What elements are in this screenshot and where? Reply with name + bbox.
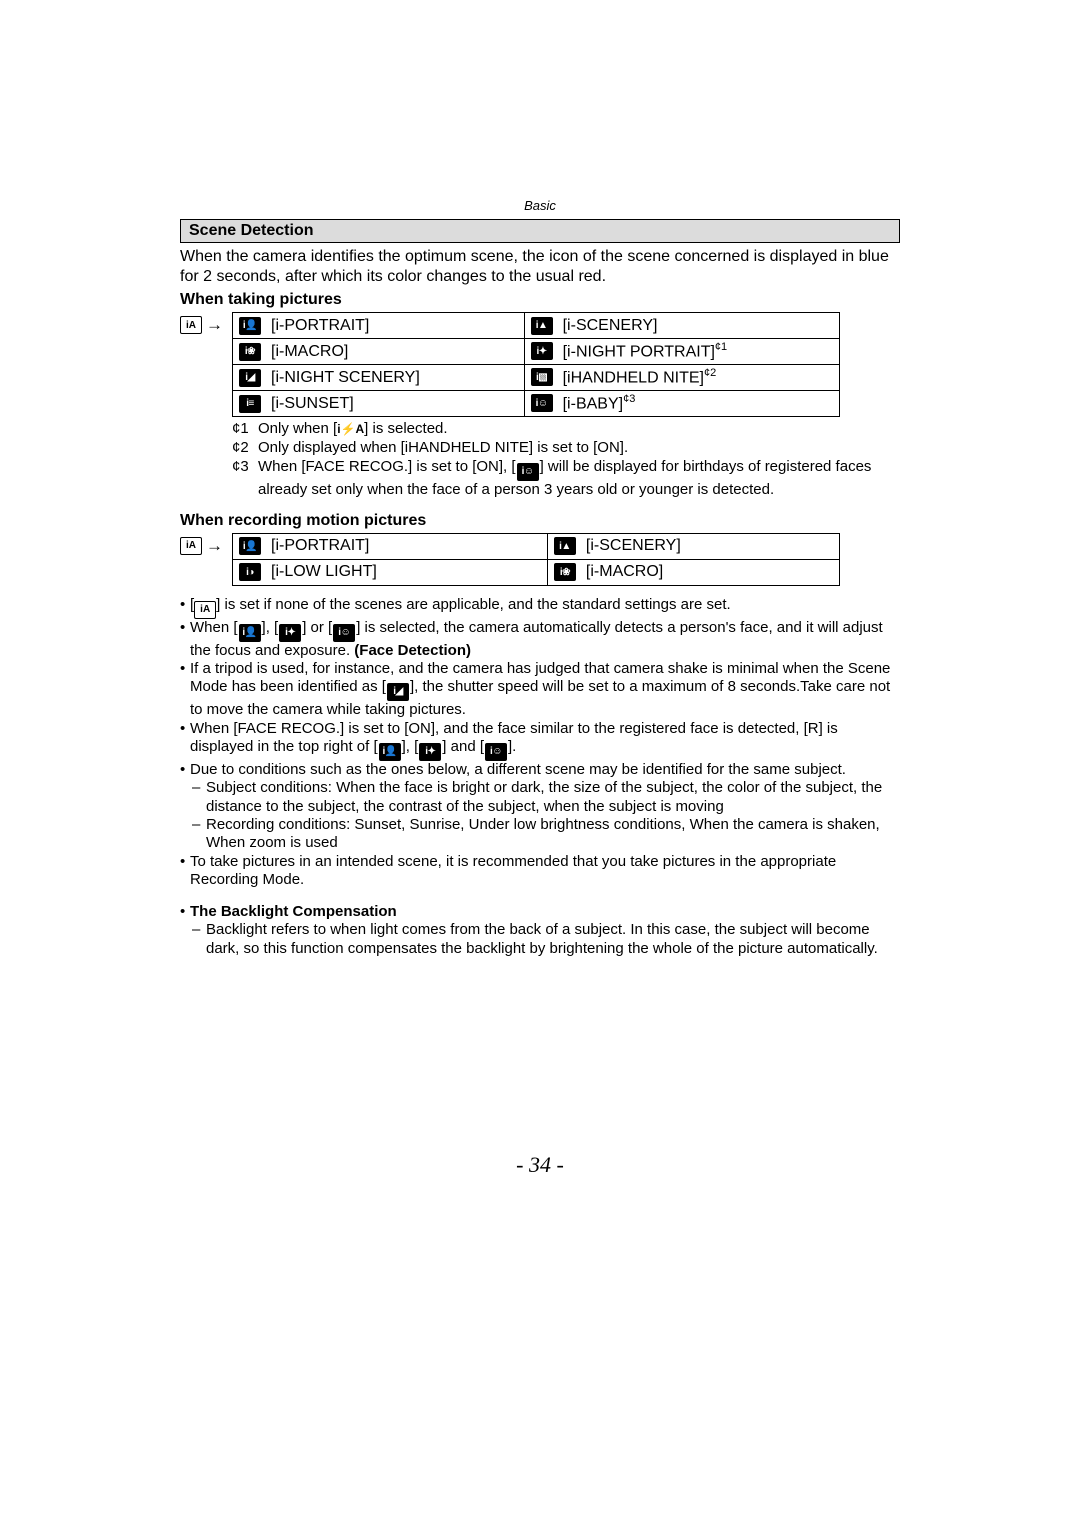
footnote-body: When [FACE RECOG.] is set to [ON], [i☺] … <box>258 458 900 500</box>
scene-mode-label: [i-NIGHT SCENERY] <box>271 369 420 387</box>
table-cell: i☺ [i-BABY]¢3 <box>524 391 839 417</box>
table-cell: i❀ [i-MACRO] <box>233 339 525 365</box>
scene-mode-label: [i-SUNSET] <box>271 395 354 413</box>
table-cell: i✦ [i-NIGHT PORTRAIT]¢1 <box>524 339 839 365</box>
scene-mode-label: [i-NIGHT PORTRAIT]¢1 <box>563 341 728 361</box>
table-cell: i▲ [i-SCENERY] <box>524 313 839 339</box>
scene-mode-icon: i❀ <box>239 343 261 361</box>
page-number: - 34 - <box>0 1152 1080 1178</box>
intro-text: When the camera identifies the optimum s… <box>180 247 900 287</box>
scene-mode-icon: i▲ <box>554 537 576 555</box>
table-cell: i❀ [i-MACRO] <box>547 559 839 585</box>
portrait-icon: i👤 <box>379 743 401 761</box>
ia-icon: iA <box>180 537 202 555</box>
scene-mode-label: [i-PORTRAIT] <box>271 317 369 335</box>
backlight-body: Backlight refers to when light comes fro… <box>206 921 900 958</box>
notes-list: • [iA] is set if none of the scenes are … <box>180 596 900 959</box>
scene-table-motion: i👤 [i-PORTRAIT] i▲ [i-SCENERY] i◑ [i-LOW LIGH… <box>232 533 840 586</box>
footnote-marker: ¢2 <box>232 439 258 458</box>
footnote-marker: ¢3 <box>232 458 258 500</box>
scene-mode-label: [i-MACRO] <box>586 563 663 581</box>
baby-icon: i☺ <box>333 624 355 642</box>
ia-leader: iA → <box>180 312 232 335</box>
table-cell: i👤 [i-PORTRAIT] <box>233 313 525 339</box>
scene-mode-icon: i▧ <box>531 368 553 386</box>
arrow-icon: → <box>206 315 223 335</box>
table-cell: i≡ [i-SUNSET] <box>233 391 525 417</box>
scene-mode-icon: i❀ <box>554 563 576 581</box>
scene-mode-icon: i👤 <box>239 317 261 335</box>
scene-mode-icon: i▲ <box>531 317 553 335</box>
night-portrait-icon: i✦ <box>279 624 301 642</box>
scene-mode-icon: i◑ <box>239 563 261 581</box>
scene-mode-icon: i✦ <box>531 342 553 360</box>
baby-icon: i☺ <box>517 463 539 481</box>
scene-table-pictures: i👤 [i-PORTRAIT] i▲ [i-SCENERY] i❀ [i-MACRO] i✦… <box>232 312 840 417</box>
night-scenery-icon: i◢ <box>387 683 409 701</box>
baby-icon: i☺ <box>485 743 507 761</box>
scene-mode-icon: i☺ <box>531 394 553 412</box>
footnote-body: Only displayed when [iHANDHELD NITE] is … <box>258 439 628 458</box>
section-breadcrumb: Basic <box>180 198 900 213</box>
subhead-motion: When recording motion pictures <box>180 512 900 530</box>
scene-mode-icon: i👤 <box>239 537 261 555</box>
subhead-pictures: When taking pictures <box>180 291 900 309</box>
ia-icon: iA <box>194 601 216 619</box>
table-cell: i◢ [i-NIGHT SCENERY] <box>233 365 525 391</box>
scene-mode-label: [i-SCENERY] <box>563 317 658 335</box>
table-cell: i◑ [i-LOW LIGHT] <box>233 559 548 585</box>
ia-icon: iA <box>180 316 202 334</box>
ia-leader: iA → <box>180 533 232 556</box>
table-cell: i👤 [i-PORTRAIT] <box>233 533 548 559</box>
scene-mode-label: [iHANDHELD NITE]¢2 <box>563 367 717 387</box>
footnote-marker: ¢1 <box>232 420 258 439</box>
scene-mode-icon: i◢ <box>239 369 261 387</box>
night-portrait-icon: i✦ <box>419 743 441 761</box>
backlight-heading: The Backlight Compensation <box>190 903 397 920</box>
sub-note: Subject conditions: When the face is bri… <box>206 779 900 816</box>
scene-mode-label: [i-SCENERY] <box>586 537 681 555</box>
scene-mode-label: [i-LOW LIGHT] <box>271 563 377 581</box>
scene-mode-label: [i-BABY]¢3 <box>563 393 636 413</box>
arrow-icon: → <box>206 536 223 556</box>
scene-mode-icon: i≡ <box>239 395 261 413</box>
sub-note: Recording conditions: Sunset, Sunrise, U… <box>206 816 900 853</box>
table-cell: i▲ [i-SCENERY] <box>547 533 839 559</box>
table-cell: i▧ [iHANDHELD NITE]¢2 <box>524 365 839 391</box>
scene-mode-label: [i-PORTRAIT] <box>271 537 369 555</box>
scene-mode-label: [i-MACRO] <box>271 343 348 361</box>
footnotes-pictures: ¢1 Only when [i⚡A] is selected. ¢2 Only … <box>232 420 900 500</box>
footnote-body: Only when [i⚡A] is selected. <box>258 420 448 439</box>
portrait-icon: i👤 <box>239 624 261 642</box>
section-title: Scene Detection <box>180 219 900 243</box>
